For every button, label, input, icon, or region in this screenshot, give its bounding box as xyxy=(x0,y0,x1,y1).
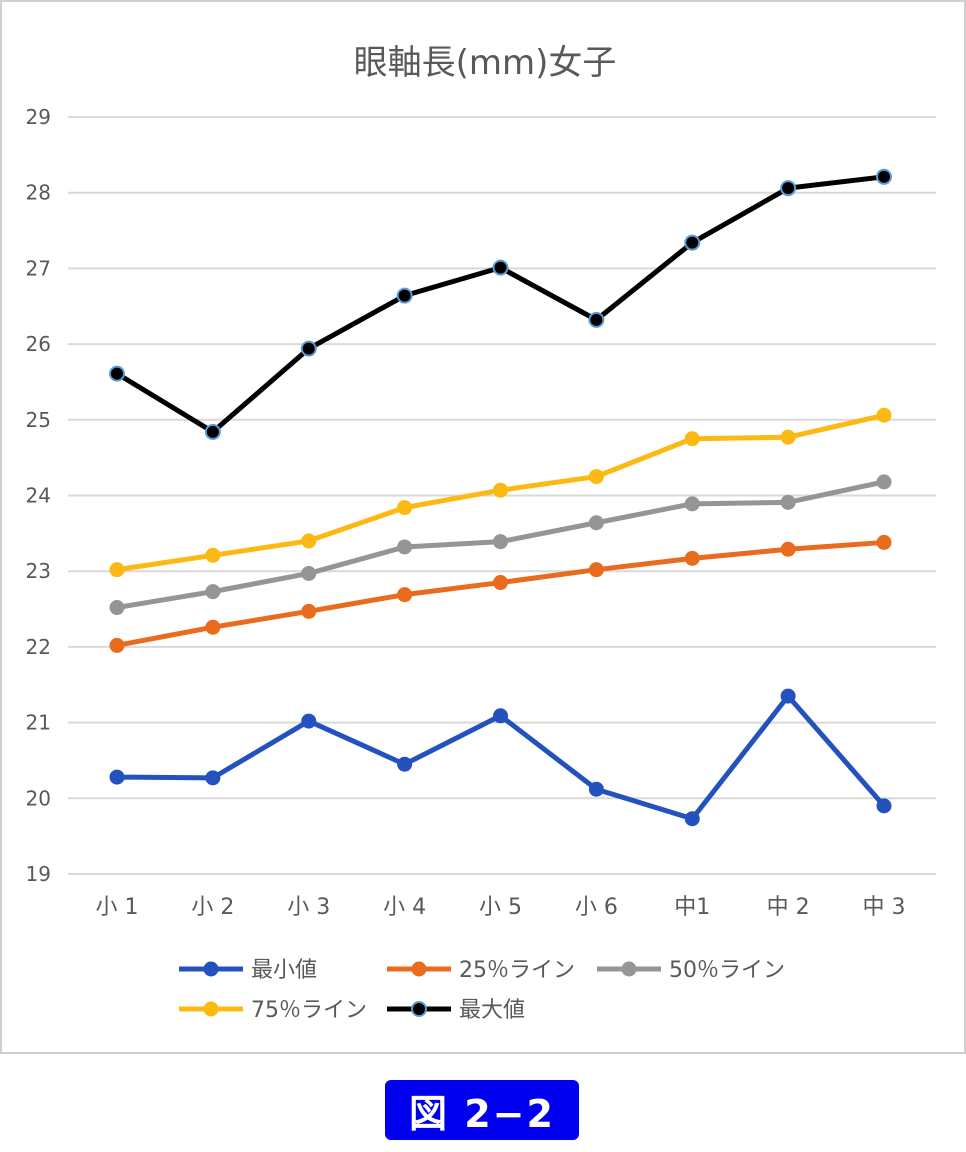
y-tick-label: 25 xyxy=(26,408,51,432)
y-tick-label: 26 xyxy=(26,332,51,356)
data-point xyxy=(876,407,892,423)
data-point xyxy=(876,534,892,550)
data-point xyxy=(301,565,317,581)
data-point xyxy=(397,587,413,603)
data-point xyxy=(301,603,317,619)
legend-swatch-marker xyxy=(203,1001,219,1017)
data-point xyxy=(588,469,604,485)
x-tick-label: 中 3 xyxy=(863,895,906,920)
series-lines xyxy=(109,168,892,827)
legend-label: 50％ライン xyxy=(669,958,785,983)
data-point xyxy=(205,547,221,563)
y-tick-label: 21 xyxy=(26,711,51,735)
x-tick-label: 中 2 xyxy=(767,895,810,920)
legend-swatch-marker xyxy=(411,961,427,977)
data-point xyxy=(109,365,125,382)
x-tick-label: 小 6 xyxy=(575,895,618,920)
data-point xyxy=(493,534,508,550)
legend-label: 最大値 xyxy=(459,998,525,1023)
x-tick-label: 小 2 xyxy=(191,895,234,920)
x-tick-label: 小 5 xyxy=(479,895,522,920)
data-point xyxy=(301,713,317,729)
x-tick-label: 小 4 xyxy=(383,895,426,920)
data-point xyxy=(301,533,317,549)
data-point xyxy=(780,494,796,510)
y-axis-ticks: 19 20 21 22 23 24 25 26 27 28 29 xyxy=(26,105,51,886)
data-point xyxy=(204,423,221,440)
legend-item-3: 75％ライン xyxy=(179,998,367,1023)
data-point xyxy=(780,180,797,197)
legend-item-2: 50％ライン xyxy=(597,958,785,983)
legend-swatch-marker xyxy=(621,961,637,977)
series-line xyxy=(115,174,885,435)
data-point xyxy=(588,562,604,578)
data-point xyxy=(684,550,700,566)
series-2 xyxy=(109,474,892,616)
data-point xyxy=(588,311,605,328)
series-line xyxy=(116,539,885,648)
legend-label: 75％ライン xyxy=(251,998,367,1023)
data-point xyxy=(397,500,413,516)
data-point xyxy=(684,496,700,512)
x-axis-ticks: 小 1 小 2 小 3 小 4 小 5 小 6 中1 中 2 中 3 xyxy=(96,895,906,920)
series-0 xyxy=(109,688,892,827)
y-tick-label: 23 xyxy=(26,559,51,583)
y-tick-label: 27 xyxy=(26,256,51,280)
data-point xyxy=(493,575,508,591)
data-point xyxy=(780,688,796,704)
series-3 xyxy=(109,407,892,578)
data-point xyxy=(492,259,509,276)
chart-title: 眼軸長(mm)女子 xyxy=(354,43,617,83)
y-tick-label: 24 xyxy=(26,484,51,508)
data-point xyxy=(780,429,796,445)
series-4 xyxy=(109,168,892,440)
data-point xyxy=(205,584,221,600)
data-point xyxy=(684,431,700,447)
legend-item-1: 25％ライン xyxy=(387,958,575,983)
data-point xyxy=(780,541,796,557)
data-point xyxy=(684,234,701,251)
data-point xyxy=(396,287,413,304)
data-point xyxy=(109,600,125,616)
x-tick-label: 小 1 xyxy=(96,895,139,920)
data-point xyxy=(876,168,892,185)
legend-item-0: 最小値 xyxy=(179,958,317,983)
data-point xyxy=(588,515,604,531)
data-point xyxy=(876,798,892,814)
legend-swatch-marker xyxy=(203,961,219,977)
data-point xyxy=(109,562,125,578)
x-tick-label: 中1 xyxy=(674,895,710,920)
legend-label: 25％ライン xyxy=(459,958,575,983)
data-point xyxy=(109,637,125,653)
legend-item-4: 最大値 xyxy=(387,998,525,1023)
y-tick-label: 20 xyxy=(26,786,51,810)
data-point xyxy=(493,482,508,498)
data-point xyxy=(588,781,604,797)
data-point xyxy=(300,340,317,357)
data-point xyxy=(397,756,413,772)
data-point xyxy=(205,619,221,635)
y-tick-label: 29 xyxy=(26,105,51,129)
data-point xyxy=(876,474,892,490)
y-tick-label: 28 xyxy=(26,181,51,205)
data-point xyxy=(493,708,508,724)
y-tick-label: 22 xyxy=(26,635,51,659)
figure-caption: 図 2−2 xyxy=(385,1080,579,1140)
legend-swatch-marker xyxy=(411,1001,427,1017)
data-point xyxy=(109,769,125,785)
legend-label: 最小値 xyxy=(251,958,317,983)
legend: 最小値 25％ライン 50％ライン 75％ライン 最大値 xyxy=(179,958,785,1023)
data-point xyxy=(205,770,221,786)
data-point xyxy=(397,539,413,555)
series-1 xyxy=(109,534,892,653)
data-point xyxy=(684,811,700,827)
y-tick-label: 19 xyxy=(26,862,51,886)
x-tick-label: 小 3 xyxy=(287,895,330,920)
